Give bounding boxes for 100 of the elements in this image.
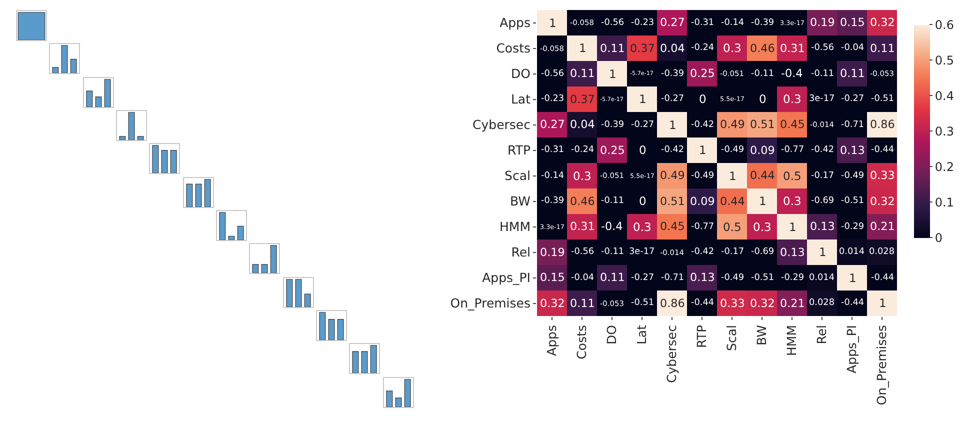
data-label: 1 (849, 271, 856, 285)
data-label: 0.51 (750, 118, 775, 131)
data-label: 0.014 (839, 247, 865, 257)
data-label: -0.49 (721, 273, 744, 283)
data-label: 0.32 (540, 297, 565, 310)
data-label: -0.27 (661, 94, 684, 104)
data-label: -0.56 (601, 18, 624, 28)
data-label: 0.21 (780, 297, 805, 310)
data-label: 0.25 (690, 67, 715, 80)
data-label: -0.31 (691, 18, 714, 28)
x-tick-label: Lat (634, 324, 650, 345)
data-label: -0.04 (571, 273, 594, 283)
data-label: 0 (639, 194, 646, 208)
data-label: -0.17 (721, 247, 744, 257)
data-label: -0.44 (691, 298, 714, 308)
y-tick-label: On_Premises (450, 296, 530, 311)
y-tick-label: Lat (510, 92, 531, 107)
data-label: 0.86 (660, 297, 685, 310)
data-label: 0.11 (600, 271, 625, 284)
x-tick-label: Apps_PI (844, 325, 860, 374)
data-label: 0 (699, 92, 706, 106)
data-label: -0.69 (811, 196, 834, 206)
data-label: 0.13 (810, 220, 835, 233)
data-label: 0.37 (570, 93, 595, 106)
color-bar-label: 0.4 (934, 88, 954, 103)
data-label: 0.49 (720, 118, 745, 131)
data-label: 3e-17 (809, 94, 835, 104)
data-label: 0.13 (780, 246, 805, 259)
x-tick-label: On_Premises (874, 325, 890, 406)
y-tick-label: Rel (511, 244, 530, 260)
x-tick-label: DO (604, 324, 620, 344)
y-tick-label: Apps (500, 15, 530, 30)
data-label: 0.11 (870, 42, 895, 55)
data-label: -0.77 (781, 145, 804, 155)
data-label: 0.44 (750, 169, 775, 182)
y-tick-label: DO (511, 66, 531, 82)
data-label: -0.11 (751, 69, 774, 79)
data-label: 3e-17 (629, 247, 655, 257)
data-label: -0.49 (841, 171, 864, 181)
data-label: 0.3 (633, 220, 652, 234)
data-label: 0.028 (869, 247, 895, 257)
data-label: 0.25 (600, 144, 625, 157)
data-label: 0.46 (570, 195, 595, 208)
data-label: -0.27 (841, 94, 864, 104)
data-label: 0.028 (809, 298, 835, 308)
data-label: 0.3 (723, 41, 742, 55)
data-label: 0 (759, 92, 766, 106)
data-label: 0.11 (840, 67, 865, 80)
data-label: -0.49 (721, 145, 744, 155)
data-label: 1 (759, 194, 766, 208)
data-label: -0.51 (871, 94, 894, 104)
data-label: 1 (579, 41, 586, 55)
y-tick-label: BW (510, 194, 530, 209)
data-label: -0.14 (541, 171, 564, 181)
data-label: 0.86 (870, 118, 895, 131)
data-label: 0.37 (630, 42, 655, 55)
x-tick-label: Scal (724, 325, 740, 351)
data-label: -0.11 (601, 247, 624, 257)
data-label: -0.51 (751, 273, 774, 283)
data-label: -0.23 (631, 18, 654, 28)
data-label: 1 (879, 296, 886, 310)
color-bar-label: 0 (934, 230, 943, 245)
y-tick-label: RTP (508, 142, 531, 158)
data-label: -0.51 (631, 298, 654, 308)
data-label: -0.77 (691, 222, 714, 232)
data-label: 0.31 (780, 42, 805, 55)
data-label: 0.27 (540, 118, 565, 131)
x-tick-label: Apps (544, 325, 560, 356)
data-label: -0.31 (541, 145, 564, 155)
data-label: -0.29 (841, 222, 864, 232)
x-tick-label: Cybersec (664, 324, 680, 383)
data-label: 0.45 (780, 118, 805, 131)
color-bar-label: 0.6 (934, 18, 954, 32)
data-label: -0.39 (661, 69, 684, 79)
data-label: -0.51 (841, 196, 864, 206)
data-label: 0.27 (660, 16, 685, 29)
data-label: 1 (819, 245, 826, 259)
data-label: 0.44 (720, 195, 745, 208)
data-label: 0.46 (750, 42, 775, 55)
data-label: -0.42 (691, 247, 714, 257)
data-label: -0.39 (601, 120, 624, 130)
data-label: 0.15 (840, 16, 865, 29)
data-label: 0.21 (870, 220, 895, 233)
data-label: -0.39 (541, 196, 564, 206)
data-label: 0.04 (660, 42, 685, 55)
data-label: -0.44 (871, 145, 894, 155)
data-label: 0.11 (570, 67, 595, 80)
data-label: 0.32 (870, 195, 895, 208)
y-tick-label: Apps_PI (482, 270, 530, 286)
data-label: 0.11 (600, 42, 625, 55)
data-label: 0.13 (840, 144, 865, 157)
data-label: -0.71 (661, 273, 684, 283)
data-label: 0.32 (870, 16, 895, 29)
y-tick-label: Costs (496, 40, 530, 56)
data-label: -0.69 (751, 247, 774, 257)
data-label: -0.14 (721, 18, 744, 28)
data-label: -0.44 (841, 298, 864, 308)
data-label: -0.56 (811, 43, 834, 53)
data-label: 0.09 (750, 144, 775, 157)
data-label: -0.4 (781, 67, 803, 80)
